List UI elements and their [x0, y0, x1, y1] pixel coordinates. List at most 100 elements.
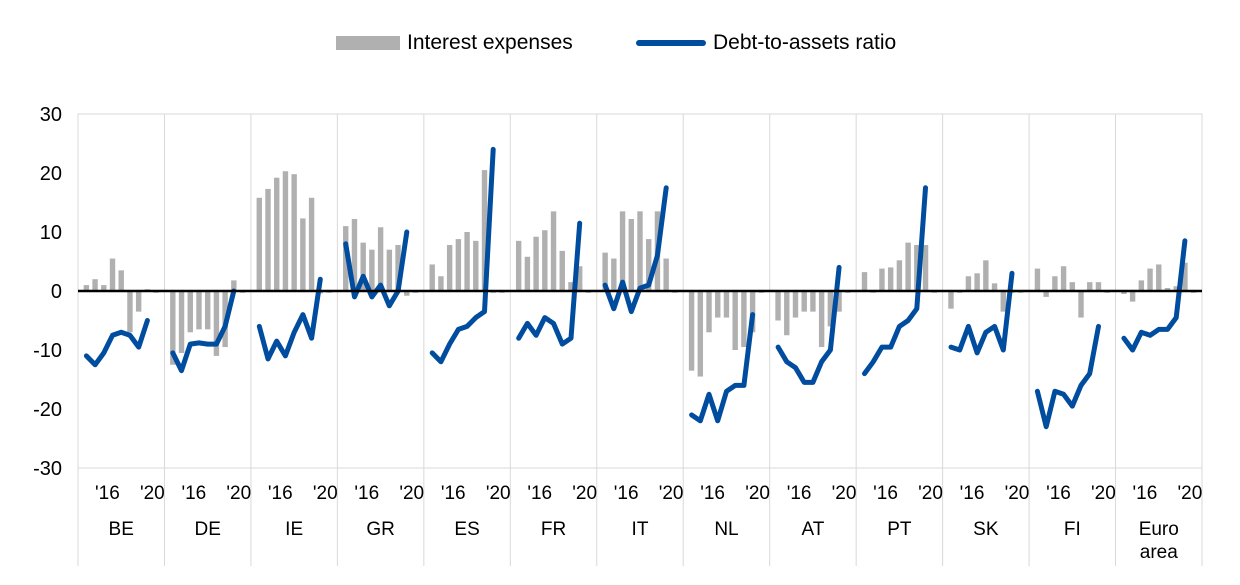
x-tick-label: '16 [1133, 483, 1158, 504]
category-label: SK [973, 519, 999, 540]
interest-expense-bar [187, 291, 193, 333]
interest-expense-bar [663, 258, 669, 291]
x-tick-label: '20 [140, 483, 165, 504]
interest-expense-bar [231, 280, 237, 291]
interest-expense-bar [360, 242, 366, 291]
interest-expense-bar [196, 291, 202, 330]
x-tick-label: '20 [226, 483, 251, 504]
x-tick-label: '20 [832, 483, 857, 504]
debt-to-assets-line [689, 312, 756, 424]
interest-expense-bar [101, 285, 107, 291]
legend-item-debt-to-assets: Debt-to-assets ratio [636, 28, 896, 58]
x-tick-label: '20 [399, 483, 424, 504]
interest-expense-bar [974, 273, 980, 291]
interest-expense-bar [92, 279, 98, 291]
interest-expense-bar [1121, 291, 1127, 294]
interest-expense-bar [351, 219, 358, 291]
interest-expense-bar [395, 244, 401, 291]
interest-expense-bar [109, 258, 116, 291]
interest-expense-bar [377, 227, 384, 291]
category-label: IT [632, 519, 649, 540]
interest-expense-bar [836, 291, 842, 312]
debt-to-assets-line [170, 288, 237, 374]
interest-expense-bar [265, 188, 271, 291]
interest-expense-bar [1095, 282, 1102, 291]
interest-expense-bar [308, 197, 315, 291]
debt-to-assets-line [948, 270, 1015, 356]
debt-to-assets-line [1121, 238, 1188, 353]
interest-expense-bar [404, 291, 410, 296]
x-tick-label: '16 [787, 483, 812, 504]
interest-expense-bar [732, 291, 738, 350]
interest-expense-bar [473, 240, 479, 291]
interest-expense-bar [1043, 291, 1049, 297]
interest-expense-bar [818, 291, 825, 348]
x-tick-label: '16 [441, 483, 466, 504]
interest-expense-bar [879, 268, 885, 291]
debt-to-assets-line [602, 185, 669, 315]
x-tick-label: '16 [960, 483, 985, 504]
category-label: DE [194, 519, 220, 540]
interest-expense-bar [291, 174, 297, 291]
y-tick-label: -10 [33, 340, 62, 362]
interest-expense-bar [706, 291, 712, 333]
category-label: AT [801, 519, 824, 540]
interest-expense-bar [542, 230, 548, 291]
interest-expense-bar [1087, 282, 1093, 291]
interest-expense-bar [688, 291, 695, 371]
interest-expense-bar [204, 291, 211, 330]
interest-expense-bar [274, 177, 280, 291]
interest-expense-bar [1147, 268, 1153, 291]
x-tick-label: '16 [1046, 483, 1071, 504]
category-label: IE [285, 519, 303, 540]
x-tick-label: '20 [486, 483, 511, 504]
interest-expense-bar [646, 239, 652, 291]
interest-expense-bar [576, 266, 583, 291]
interest-expense-bar [386, 249, 393, 291]
category-label: FI [1064, 519, 1081, 540]
interest-expense-bar [887, 267, 894, 291]
interest-expense-bar [922, 244, 929, 291]
y-tick-label: 20 [40, 163, 62, 185]
x-tick-label: '20 [659, 483, 684, 504]
x-tick-label: '16 [527, 483, 552, 504]
interest-expense-bar [1052, 276, 1058, 291]
legend-swatch-line [636, 40, 706, 46]
interest-expense-bar [282, 171, 289, 291]
interest-expense-bar [135, 291, 142, 312]
interest-expense-bar [861, 272, 868, 291]
interest-expense-bar [784, 291, 790, 336]
interest-expense-bar [446, 244, 453, 291]
interest-expense-bar [965, 276, 972, 291]
interest-expense-bar [1069, 282, 1076, 291]
interest-expense-bar [792, 291, 799, 318]
y-tick-label: -30 [33, 458, 62, 480]
interest-expense-bar [1000, 291, 1006, 312]
interest-expense-bar [1078, 291, 1084, 318]
category-label: Euro [1139, 519, 1179, 540]
interest-expense-bar [1164, 288, 1171, 291]
interest-expense-bar [1034, 268, 1041, 291]
interest-expense-bar [369, 249, 375, 291]
x-tick-label: '20 [1091, 483, 1116, 504]
debt-to-assets-line [429, 146, 496, 365]
x-tick-label: '20 [572, 483, 597, 504]
legend-item-interest-expenses: Interest expenses [336, 28, 573, 58]
y-tick-label: -20 [33, 399, 62, 421]
x-tick-label: '16 [354, 483, 379, 504]
interest-expense-bar [1060, 266, 1067, 291]
interest-expense-bar [170, 291, 176, 365]
x-tick-label: '16 [268, 483, 293, 504]
interest-expense-bar [637, 211, 643, 291]
interest-expense-bar [896, 260, 903, 291]
interest-expense-bar [905, 242, 911, 291]
interest-expense-bar [1182, 262, 1188, 291]
x-tick-label: '16 [700, 483, 725, 504]
debt-to-assets-line [256, 276, 323, 362]
x-tick-label: '16 [873, 483, 898, 504]
x-tick-label: '20 [1005, 483, 1030, 504]
interest-expense-bar [914, 244, 920, 291]
interest-expense-bar [810, 291, 816, 312]
interest-expense-bar [775, 291, 781, 321]
